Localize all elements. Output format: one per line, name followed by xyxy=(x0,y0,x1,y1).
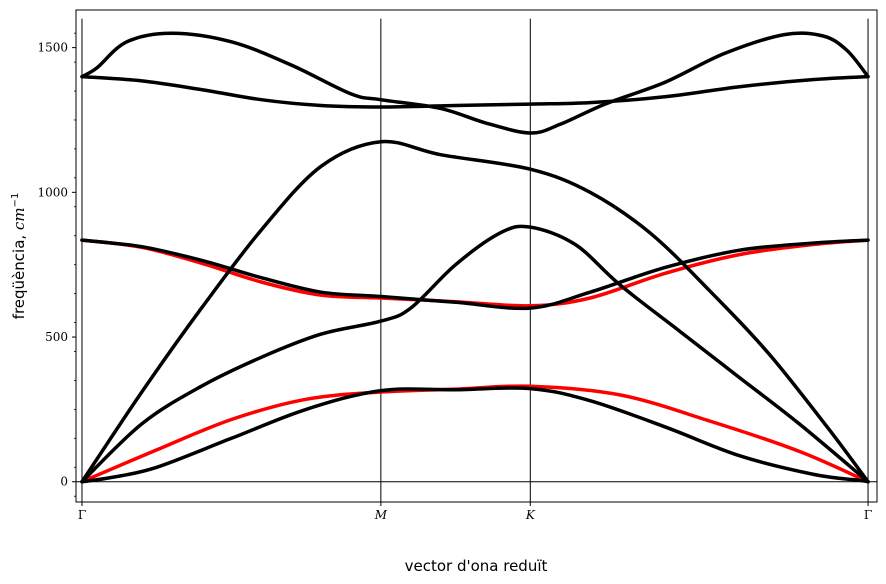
band-series-2 xyxy=(80,224,870,484)
x-tick-label-2: K xyxy=(525,508,536,522)
band-series-7 xyxy=(80,31,870,135)
y-axis-label-unit: cm xyxy=(10,207,28,230)
x-tick-label-1: M xyxy=(374,508,388,522)
x-tick-label-3: Γ xyxy=(864,508,872,522)
y-tick-label-0: 0 xyxy=(60,475,68,489)
x-axis-label: vector d'ona reduït xyxy=(405,557,548,575)
y-tick-label-1: 500 xyxy=(45,330,68,344)
y-tick-label-2: 1000 xyxy=(37,185,68,199)
y-axis-label-text: freqüència, xyxy=(10,230,28,319)
band-series-6 xyxy=(80,74,870,109)
series-layer xyxy=(80,31,870,484)
y-axis-label-exponent: −1 xyxy=(10,193,21,208)
x-tick-label-0: Γ xyxy=(78,508,86,522)
y-axis-label: freqüència, cm−1 xyxy=(10,193,28,320)
band-series-3 xyxy=(80,139,870,484)
plot-frame xyxy=(75,9,878,503)
band-series-1 xyxy=(80,386,870,484)
y-tick-label-3: 1500 xyxy=(37,41,68,55)
y-ticks: 0 500 1000 1500 xyxy=(37,32,76,497)
band-series-5 xyxy=(80,238,870,311)
